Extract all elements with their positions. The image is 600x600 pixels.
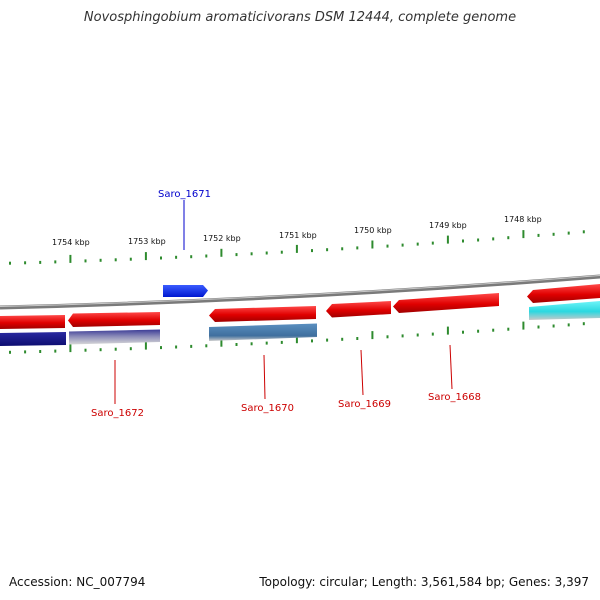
gene-cyan-right-edge[interactable]: [529, 301, 600, 320]
gene-saro-1672-forward[interactable]: [68, 312, 160, 327]
gene-forward-right-edge[interactable]: [527, 284, 600, 303]
scale-label-1752: 1752 kbp: [203, 234, 241, 243]
gene-saro-1672[interactable]: [69, 329, 160, 345]
gene-label-saro-1670[interactable]: Saro_1670: [241, 403, 294, 414]
scale-label-1748: 1748 kbp: [504, 215, 542, 224]
gene-saro-1668[interactable]: [393, 293, 499, 313]
accession-label: Accession: NC_007794: [9, 575, 146, 589]
scale-label-1753: 1753 kbp: [128, 237, 166, 246]
genome-info-label: Topology: circular; Length: 3,561,584 bp…: [259, 575, 589, 589]
gene-label-saro-1668[interactable]: Saro_1668: [428, 392, 481, 403]
genome-backbone: [0, 274, 600, 310]
inner-scale-ticks: [9, 321, 585, 354]
gene-saro-1670-leader: [263, 354, 266, 400]
scale-label-1750: 1750 kbp: [354, 226, 392, 235]
gene-saro-1669-leader: [360, 349, 364, 396]
gene-saro-1671[interactable]: [163, 285, 208, 297]
gene-forward-left-edge[interactable]: [0, 315, 65, 329]
gene-label-saro-1672[interactable]: Saro_1672: [91, 408, 144, 419]
outer-scale-ticks: [9, 230, 585, 265]
gene-saro-1670[interactable]: [209, 323, 317, 342]
genome-title: Novosphingobium aromaticivorans DSM 1244…: [83, 10, 517, 25]
scale-label-1751: 1751 kbp: [279, 231, 317, 240]
scale-label-1754: 1754 kbp: [52, 238, 90, 247]
genome-backbone-highlight: [0, 275, 600, 307]
gene-label-saro-1669[interactable]: Saro_1669: [338, 399, 391, 410]
gene-saro-1669[interactable]: [326, 301, 391, 318]
gene-label-saro-1671[interactable]: Saro_1671: [158, 189, 211, 200]
gene-navy-left-edge[interactable]: [0, 332, 66, 346]
scale-label-1749: 1749 kbp: [429, 221, 467, 230]
gene-saro-1668-leader: [449, 344, 453, 390]
gene-saro-1670-forward[interactable]: [209, 306, 316, 322]
